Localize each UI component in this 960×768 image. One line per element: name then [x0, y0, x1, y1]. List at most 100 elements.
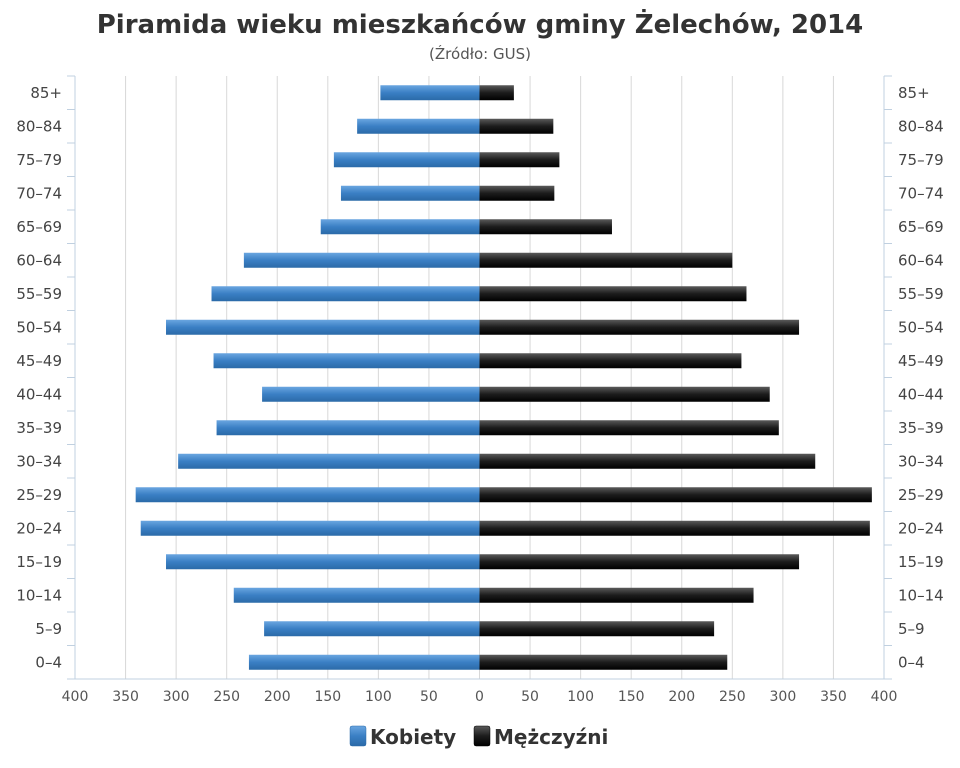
x-tick-label: 200	[264, 689, 291, 705]
x-tick-label: 150	[618, 689, 645, 705]
x-tick-label: 100	[567, 689, 594, 705]
category-label-left: 15–19	[16, 553, 62, 571]
category-labels: 0–4 0–4 5–9 5–9 10–14 10–14 15–19 15–19 20–24 20–…	[16, 84, 943, 672]
x-tick-label: 150	[314, 689, 341, 705]
bar-kobiety-65–69[interactable]	[320, 219, 480, 235]
bar-mezczyzni-50–54[interactable]	[479, 319, 800, 335]
x-tick-label: 350	[112, 689, 139, 705]
bar-kobiety-40–44[interactable]	[262, 386, 480, 402]
category-label-left: 35–39	[16, 419, 62, 437]
category-label-left: 40–44	[16, 385, 62, 403]
category-label-right: 5–9	[898, 620, 925, 638]
category-label-left: 60–64	[16, 251, 62, 269]
x-tick-labels: 400 350 300 250 200 150 100 50 0 50 100 150 200 250 30…	[62, 689, 898, 705]
x-tick-label: 400	[62, 689, 89, 705]
category-label-right: 10–14	[898, 586, 944, 604]
x-tick-label: 250	[213, 689, 240, 705]
bar-mezczyzni-70–74[interactable]	[479, 185, 555, 201]
category-label-right: 40–44	[898, 385, 944, 403]
bar-mezczyzni-45–49[interactable]	[479, 353, 742, 369]
legend-label-kobiety: Kobiety	[370, 725, 456, 749]
gridlines	[125, 76, 834, 679]
category-label-left: 50–54	[16, 318, 62, 336]
legend-swatch-kobiety	[349, 725, 367, 747]
category-label-right: 20–24	[898, 519, 944, 537]
category-label-left: 55–59	[16, 285, 62, 303]
category-label-right: 80–84	[898, 117, 944, 135]
axes	[67, 75, 892, 680]
bar-mezczyzni-25–29[interactable]	[479, 487, 872, 503]
x-tick-label: 0	[475, 689, 484, 705]
chart-title: Piramida wieku mieszkańców gminy Żelechó…	[97, 8, 864, 40]
bar-mezczyzni-65–69[interactable]	[479, 219, 612, 235]
legend[interactable]: Kobiety Mężczyźni	[349, 725, 608, 749]
bar-kobiety-25–29[interactable]	[135, 487, 480, 503]
bar-kobiety-35–39[interactable]	[216, 420, 480, 436]
bar-kobiety-10–14[interactable]	[233, 587, 480, 603]
bars	[135, 85, 872, 670]
x-tick-label: 50	[420, 689, 438, 705]
bar-kobiety-85+[interactable]	[380, 85, 480, 101]
bar-kobiety-80–84[interactable]	[357, 118, 480, 134]
bar-mezczyzni-85+[interactable]	[479, 85, 514, 101]
category-label-left: 5–9	[35, 620, 62, 638]
category-label-left: 80–84	[16, 117, 62, 135]
bar-mezczyzni-75–79[interactable]	[479, 152, 560, 168]
category-label-right: 25–29	[898, 486, 944, 504]
bar-kobiety-5–9[interactable]	[264, 621, 480, 637]
category-label-right: 30–34	[898, 452, 944, 470]
x-tick-label: 300	[770, 689, 797, 705]
category-label-left: 70–74	[16, 184, 62, 202]
category-label-left: 65–69	[16, 218, 62, 236]
bar-mezczyzni-35–39[interactable]	[479, 420, 779, 436]
category-label-left: 30–34	[16, 452, 62, 470]
bar-kobiety-15–19[interactable]	[166, 554, 480, 570]
x-tick-label: 350	[820, 689, 847, 705]
x-tick-label: 300	[163, 689, 190, 705]
bar-mezczyzni-60–64[interactable]	[479, 252, 733, 268]
bar-kobiety-50–54[interactable]	[166, 319, 480, 335]
bar-kobiety-60–64[interactable]	[243, 252, 480, 268]
category-label-right: 55–59	[898, 285, 944, 303]
bar-kobiety-20–24[interactable]	[140, 520, 480, 536]
bar-mezczyzni-10–14[interactable]	[479, 587, 754, 603]
chart-subtitle: (Źródło: GUS)	[429, 44, 531, 63]
category-label-right: 75–79	[898, 151, 944, 169]
bar-mezczyzni-20–24[interactable]	[479, 520, 870, 536]
bar-mezczyzni-55–59[interactable]	[479, 286, 747, 302]
x-tick-label: 200	[668, 689, 695, 705]
bar-mezczyzni-15–19[interactable]	[479, 554, 800, 570]
category-label-right: 50–54	[898, 318, 944, 336]
legend-item-kobiety[interactable]: Kobiety	[349, 725, 456, 749]
category-label-right: 0–4	[898, 653, 925, 671]
category-label-right: 35–39	[898, 419, 944, 437]
category-label-right: 45–49	[898, 352, 944, 370]
bar-mezczyzni-0–4[interactable]	[479, 654, 728, 670]
legend-item-mezczyzni[interactable]: Mężczyźni	[473, 725, 608, 749]
category-label-right: 60–64	[898, 251, 944, 269]
bar-kobiety-45–49[interactable]	[213, 353, 480, 369]
category-label-left: 10–14	[16, 586, 62, 604]
category-label-left: 20–24	[16, 519, 62, 537]
bar-kobiety-70–74[interactable]	[340, 185, 480, 201]
bar-kobiety-30–34[interactable]	[178, 453, 480, 469]
bar-mezczyzni-80–84[interactable]	[479, 118, 554, 134]
bar-kobiety-55–59[interactable]	[211, 286, 480, 302]
category-label-right: 85+	[898, 84, 930, 102]
bar-mezczyzni-40–44[interactable]	[479, 386, 770, 402]
legend-swatch-mezczyzni	[473, 725, 491, 747]
category-label-right: 70–74	[898, 184, 944, 202]
bar-mezczyzni-30–34[interactable]	[479, 453, 816, 469]
category-label-left: 75–79	[16, 151, 62, 169]
bar-mezczyzni-5–9[interactable]	[479, 621, 715, 637]
x-tick-label: 100	[365, 689, 392, 705]
x-tick-label: 250	[719, 689, 746, 705]
category-label-left: 85+	[30, 84, 62, 102]
category-label-left: 25–29	[16, 486, 62, 504]
category-label-right: 15–19	[898, 553, 944, 571]
category-label-left: 45–49	[16, 352, 62, 370]
bar-kobiety-0–4[interactable]	[248, 654, 480, 670]
bar-kobiety-75–79[interactable]	[333, 152, 480, 168]
category-label-right: 65–69	[898, 218, 944, 236]
